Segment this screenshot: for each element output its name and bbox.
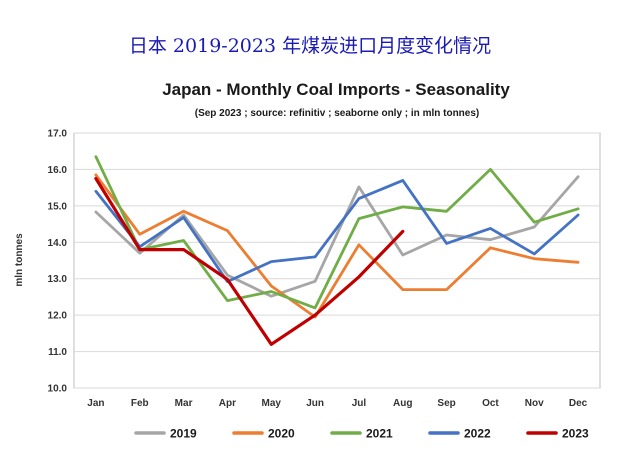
x-tick-label: Aug — [393, 398, 412, 409]
legend-label-2023: 2023 — [562, 427, 589, 441]
x-tick-label: May — [262, 398, 282, 409]
y-tick-label: 12.0 — [48, 311, 68, 322]
series-line-2020 — [94, 173, 580, 319]
y-tick-label: 15.0 — [48, 201, 68, 212]
series-line-2021 — [94, 155, 580, 310]
x-tick-label: Jun — [306, 398, 324, 409]
y-axis-ticks: 10.0 11.0 12.0 13.0 14.0 15.0 16.0 17.0 — [48, 129, 68, 395]
chart-title: Japan - Monthly Coal Imports - Seasonali… — [162, 80, 510, 99]
series-lines — [94, 155, 580, 346]
legend: 2019 2020 2021 2022 2023 — [134, 427, 589, 441]
x-tick-label: Oct — [482, 398, 499, 409]
legend-label-2019: 2019 — [170, 427, 197, 441]
x-tick-label: Sep — [437, 398, 455, 409]
series-line-2022 — [94, 179, 580, 283]
x-tick-label: Nov — [525, 398, 544, 409]
chart-subtitle: (Sep 2023 ; source: refinitiv ; seaborne… — [195, 108, 480, 119]
y-tick-label: 13.0 — [48, 274, 68, 285]
y-axis-label: mln tonnes — [14, 233, 25, 287]
legend-label-2020: 2020 — [268, 427, 295, 441]
x-axis-ticks: Jan Feb Mar Apr May Jun Jul Aug Sep Oct Nov Dec — [87, 398, 587, 409]
y-tick-label: 17.0 — [48, 129, 68, 140]
chinese-title: 日本 2019-2023 年煤炭进口月度变化情况 — [129, 35, 491, 57]
y-tick-label: 16.0 — [48, 165, 68, 176]
x-tick-label: Dec — [569, 398, 588, 409]
y-tick-label: 10.0 — [48, 384, 68, 395]
x-tick-label: Jan — [87, 398, 104, 409]
series-line-2023 — [94, 176, 405, 346]
y-tick-label: 11.0 — [48, 347, 67, 358]
x-tick-label: Jul — [352, 398, 367, 409]
x-tick-label: Feb — [131, 398, 149, 409]
legend-label-2021: 2021 — [366, 427, 393, 441]
legend-label-2022: 2022 — [464, 427, 491, 441]
y-tick-label: 14.0 — [48, 238, 68, 249]
x-tick-label: Mar — [175, 398, 193, 409]
x-tick-label: Apr — [219, 398, 236, 409]
